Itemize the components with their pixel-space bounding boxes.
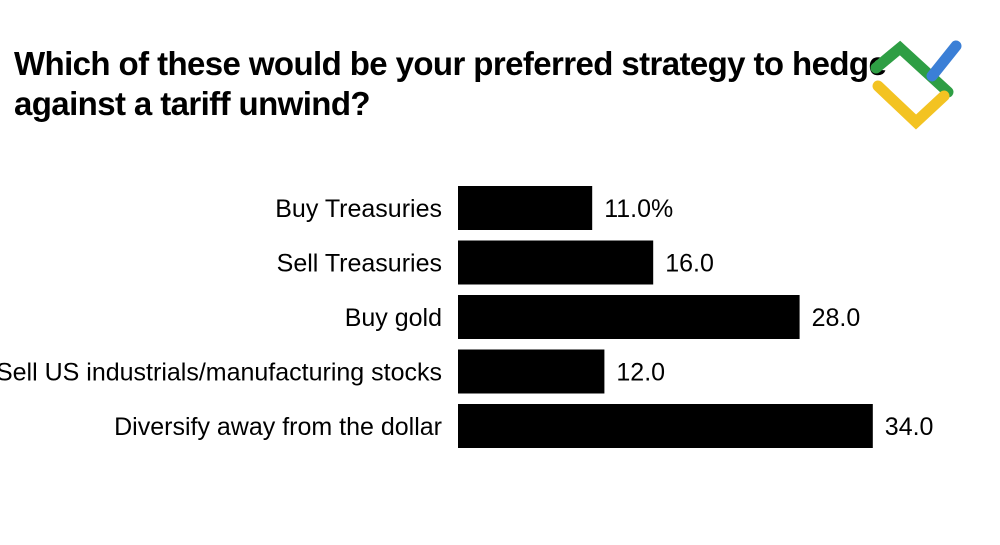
bar xyxy=(458,349,605,394)
value-label: 12.0 xyxy=(616,359,665,387)
bar xyxy=(458,404,873,448)
bar xyxy=(458,240,654,285)
logo-yellow-stroke xyxy=(872,80,950,130)
bars-group: Buy Treasuries 11.0% Sell Treasuries 16.0 Bu… xyxy=(0,186,933,448)
value-label: 11.0% xyxy=(604,195,673,223)
category-label: Buy gold xyxy=(345,304,442,332)
bar xyxy=(458,295,800,339)
category-label: Sell US industrials/manufacturing stocks xyxy=(0,359,442,387)
value-label: 28.0 xyxy=(812,304,861,332)
brand-logo-icon xyxy=(870,40,962,130)
bar xyxy=(458,186,593,230)
chart-title: Which of these would be your preferred s… xyxy=(14,45,887,122)
value-label: 16.0 xyxy=(665,250,714,278)
category-label: Diversify away from the dollar xyxy=(114,413,442,441)
logo-blue-stroke xyxy=(926,40,962,82)
category-label: Buy Treasuries xyxy=(275,195,442,223)
category-label: Sell Treasuries xyxy=(277,250,442,278)
value-label: 34.0 xyxy=(885,413,934,441)
